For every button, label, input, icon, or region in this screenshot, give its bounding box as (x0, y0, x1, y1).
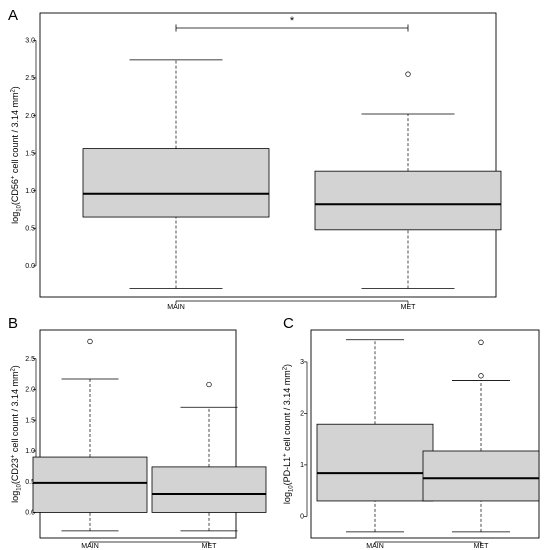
y-tick-label: 2 (300, 411, 304, 418)
outlier-point (478, 339, 484, 345)
x-category-label: MAIN (366, 543, 384, 550)
panel-letter: C (283, 315, 294, 332)
y-tick-label: 0.5 (25, 479, 35, 486)
plot-frame (39, 329, 237, 539)
y-tick-label: 1.0 (25, 188, 35, 195)
x-category-label: MET (401, 304, 417, 311)
plot-frame (310, 329, 540, 539)
y-axis-label: log10(CD56+ cell count / 3.14 mm2) (10, 86, 23, 224)
y-tick-label: 3 (300, 359, 304, 366)
box-main (316, 339, 434, 533)
outlier-point (206, 381, 212, 388)
iqr-box (82, 148, 270, 218)
x-category-label: MET (202, 543, 218, 550)
iqr-box (316, 423, 434, 502)
iqr-box (422, 450, 540, 502)
iqr-box (32, 456, 148, 513)
x-category-label: MAIN (81, 543, 99, 550)
y-tick-label: 2.0 (25, 113, 35, 120)
plot-frame (39, 12, 497, 298)
y-tick-label: 1.5 (25, 150, 35, 157)
x-category-label: MET (474, 543, 490, 550)
y-axis-label: log10(CD23+ cell count / 3.14 mm2) (10, 365, 23, 503)
outlier-point (478, 373, 484, 379)
box-main (32, 338, 148, 532)
y-tick-label: 0 (300, 514, 304, 521)
y-tick-label: 0.0 (25, 263, 35, 270)
iqr-box (151, 466, 267, 513)
y-tick-label: 0.5 (25, 226, 35, 233)
y-tick-label: 2.0 (25, 387, 35, 394)
outlier-point (405, 71, 411, 77)
outlier-point (87, 338, 93, 345)
box-main (82, 59, 270, 289)
significance-star: * (290, 15, 295, 27)
box-met (151, 381, 267, 532)
iqr-box (314, 170, 502, 231)
box-met (422, 339, 540, 533)
y-tick-label: 1.0 (25, 448, 35, 455)
y-tick-label: 0.0 (25, 510, 35, 517)
y-tick-label: 2.5 (25, 75, 35, 82)
y-tick-label: 1.5 (25, 417, 35, 424)
y-tick-label: 2.5 (25, 356, 35, 363)
y-tick-label: 3.0 (25, 38, 35, 45)
panel-letter: B (8, 315, 18, 332)
panel-letter: A (8, 7, 18, 24)
panel-a: 0.0 0.5 1.0 1.5 2.0 2.5 3.0 MAIN MET * Alog10(CD56… (8, 7, 502, 311)
box-met (314, 71, 502, 289)
x-category-label: MAIN (167, 304, 185, 311)
y-axis-label: log10(PD-L1+ cell count / 3.14 mm2) (282, 364, 295, 504)
y-tick-label: 1 (300, 462, 304, 469)
